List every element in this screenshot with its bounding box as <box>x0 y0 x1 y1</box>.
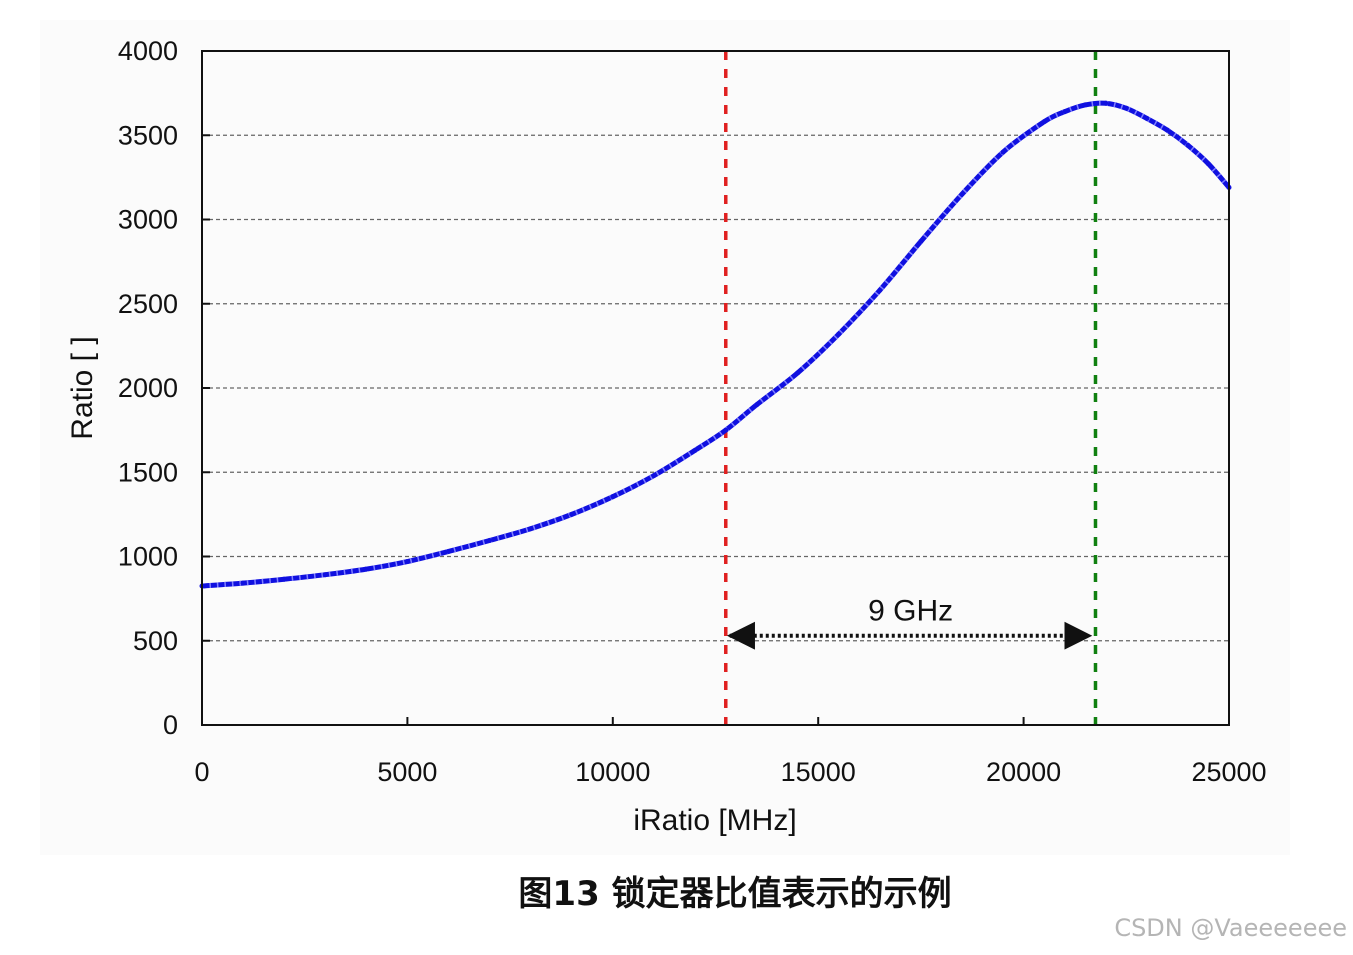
x-tick-label: 15000 <box>781 757 856 787</box>
x-tick-label: 10000 <box>575 757 650 787</box>
data-point <box>1041 119 1047 125</box>
y-tick-label: 2000 <box>118 373 178 403</box>
y-tick-label: 1500 <box>118 457 178 487</box>
data-point <box>959 191 965 197</box>
y-tick-label: 0 <box>163 710 178 740</box>
x-tick-label: 25000 <box>1191 757 1266 787</box>
data-point <box>363 566 369 572</box>
grid-lines <box>202 134 1229 642</box>
data-point <box>1144 115 1150 121</box>
data-point <box>1103 100 1109 106</box>
x-axis-ticks: 0 5000 10000 15000 20000 25000 <box>194 717 1267 787</box>
data-point <box>1205 161 1211 167</box>
y-tick-label: 3500 <box>118 120 178 150</box>
chart-background <box>40 20 1290 855</box>
data-series <box>199 100 1232 589</box>
data-point <box>569 511 575 517</box>
x-tick-label: 0 <box>194 757 209 787</box>
span-label: 9 GHz <box>868 595 953 628</box>
data-point <box>723 427 729 433</box>
y-axis-title: Ratio [ ] <box>66 336 99 439</box>
data-point <box>1123 105 1129 111</box>
y-tick-label: 2500 <box>118 289 178 319</box>
data-point <box>1082 102 1088 108</box>
data-point <box>445 548 451 554</box>
data-point <box>322 572 328 578</box>
data-point <box>281 576 287 582</box>
y-tick-label: 4000 <box>118 36 178 66</box>
watermark: CSDN @Vaeeeeeee <box>1114 914 1347 942</box>
data-point <box>795 370 801 376</box>
data-point <box>404 559 410 565</box>
y-tick-label: 1000 <box>118 542 178 572</box>
x-tick-label: 20000 <box>986 757 1061 787</box>
data-point <box>487 537 493 543</box>
data-point <box>240 580 246 586</box>
data-point <box>528 526 534 532</box>
span-annotation: 9 GHz <box>726 595 1093 650</box>
data-point <box>1185 142 1191 148</box>
data-point <box>877 287 883 293</box>
y-tick-label: 3000 <box>118 205 178 235</box>
y-axis-ticks: 0 500 1000 1500 2000 2500 3000 3500 4000 <box>118 36 210 740</box>
data-point <box>1062 109 1068 115</box>
x-tick-label: 5000 <box>377 757 437 787</box>
y-tick-label: 500 <box>133 626 178 656</box>
figure-caption: 图13 锁定器比值表示的示例 <box>518 874 952 914</box>
data-point <box>918 238 924 244</box>
reference-lines <box>724 51 1098 725</box>
data-point <box>1000 149 1006 155</box>
data-point <box>692 447 698 453</box>
data-point <box>754 402 760 408</box>
data-point <box>836 331 842 337</box>
data-point <box>610 494 616 500</box>
data-point <box>1164 127 1170 133</box>
x-axis-title: iRatio [MHz] <box>633 804 796 837</box>
data-point <box>651 473 657 479</box>
